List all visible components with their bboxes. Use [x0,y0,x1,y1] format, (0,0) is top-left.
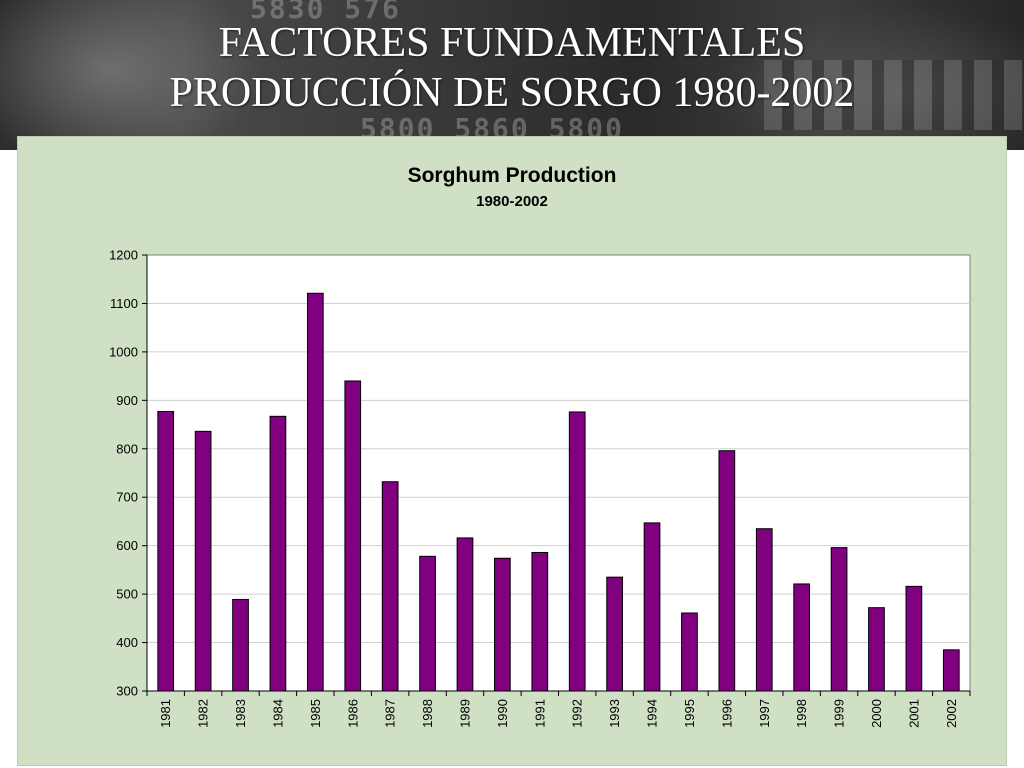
x-tick-label: 1985 [308,699,323,728]
x-tick-label: 1984 [270,699,285,728]
bar-1992 [568,411,586,692]
axes: 300 400 500 600 700 800 900 1000 1100 1200 1981 198… [109,248,971,728]
x-tick-label: 1982 [196,699,211,728]
banner-ticker-top: 5830 576 [250,0,401,25]
x-tick-label: 1987 [383,699,398,728]
bar-1990 [494,557,511,692]
x-tick-label: 1991 [532,699,547,728]
x-tick-label: 1998 [794,699,809,728]
sorghum-production-chart: Sorghum Production 1980-2002 300 400 500 60… [109,164,971,728]
x-tick-label: 1981 [158,699,173,728]
x-tick-label: 1999 [832,699,847,728]
y-tick-label: 1200 [109,248,138,263]
bar-1993 [606,576,623,692]
bar-1988 [419,555,436,692]
banner-background-image [0,0,1024,150]
bar-1999 [830,547,848,692]
bar-1985 [306,292,324,692]
y-tick-label: 300 [116,684,138,699]
x-tick-label: 1996 [719,699,734,728]
chart-panel: Sorghum Production 1980-2002 300 400 500 60… [17,136,1007,766]
bar-1995 [681,612,698,692]
bar-1986 [344,380,362,692]
x-tick-label: 1993 [607,699,622,728]
bar-2000 [868,607,885,692]
y-tick-label: 800 [116,441,138,456]
y-tick-label: 700 [116,490,138,505]
bar-2002 [942,649,960,692]
bar-1982 [194,430,212,692]
x-tick-label: 1986 [345,699,360,728]
x-tick-label: 1989 [457,699,472,728]
bar-1994 [643,522,661,692]
x-tick-label: 2000 [869,699,884,728]
banner-train-image [764,60,1024,130]
y-tick-label: 1100 [110,296,138,311]
y-tick-label: 400 [116,635,138,650]
x-tick-label: 1995 [682,699,697,728]
x-tick-label: 1983 [233,699,248,728]
x-tick-label: 1992 [570,699,585,728]
bar-1997 [755,528,773,692]
bar-1984 [269,415,287,692]
header-banner: 5830 576 5800 5860 5800 FACTORES FUNDAME… [0,0,1024,150]
x-tick-label: 1997 [757,699,772,728]
x-tick-label: 1994 [645,699,660,728]
x-tick-label: 1988 [420,699,435,728]
x-tick-label: 2001 [906,699,921,728]
chart-subtitle: 1980-2002 [476,193,548,210]
bar-1987 [381,481,399,692]
bar-1989 [456,537,474,692]
y-tick-label: 600 [116,538,138,553]
bar-1996 [718,450,736,692]
y-tick-label: 1000 [109,344,138,359]
x-tick-label: 2002 [944,699,959,728]
bar-1998 [793,583,811,692]
slide-title-line-1: FACTORES FUNDAMENTALES [218,20,806,66]
y-tick-label: 500 [116,587,138,602]
x-tick-label: 1990 [495,699,510,728]
bar-2001 [905,585,923,692]
bar-1981 [157,410,175,692]
bar-1983 [232,598,249,692]
slide-title-line-2: PRODUCCIÓN DE SORGO 1980-2002 [169,70,855,116]
chart-title: Sorghum Production [408,164,617,187]
bar-1991 [531,551,549,692]
slide-title: FACTORES FUNDAMENTALES PRODUCCIÓN DE SOR… [0,18,1024,118]
y-tick-label: 900 [116,393,138,408]
bars [157,292,960,692]
